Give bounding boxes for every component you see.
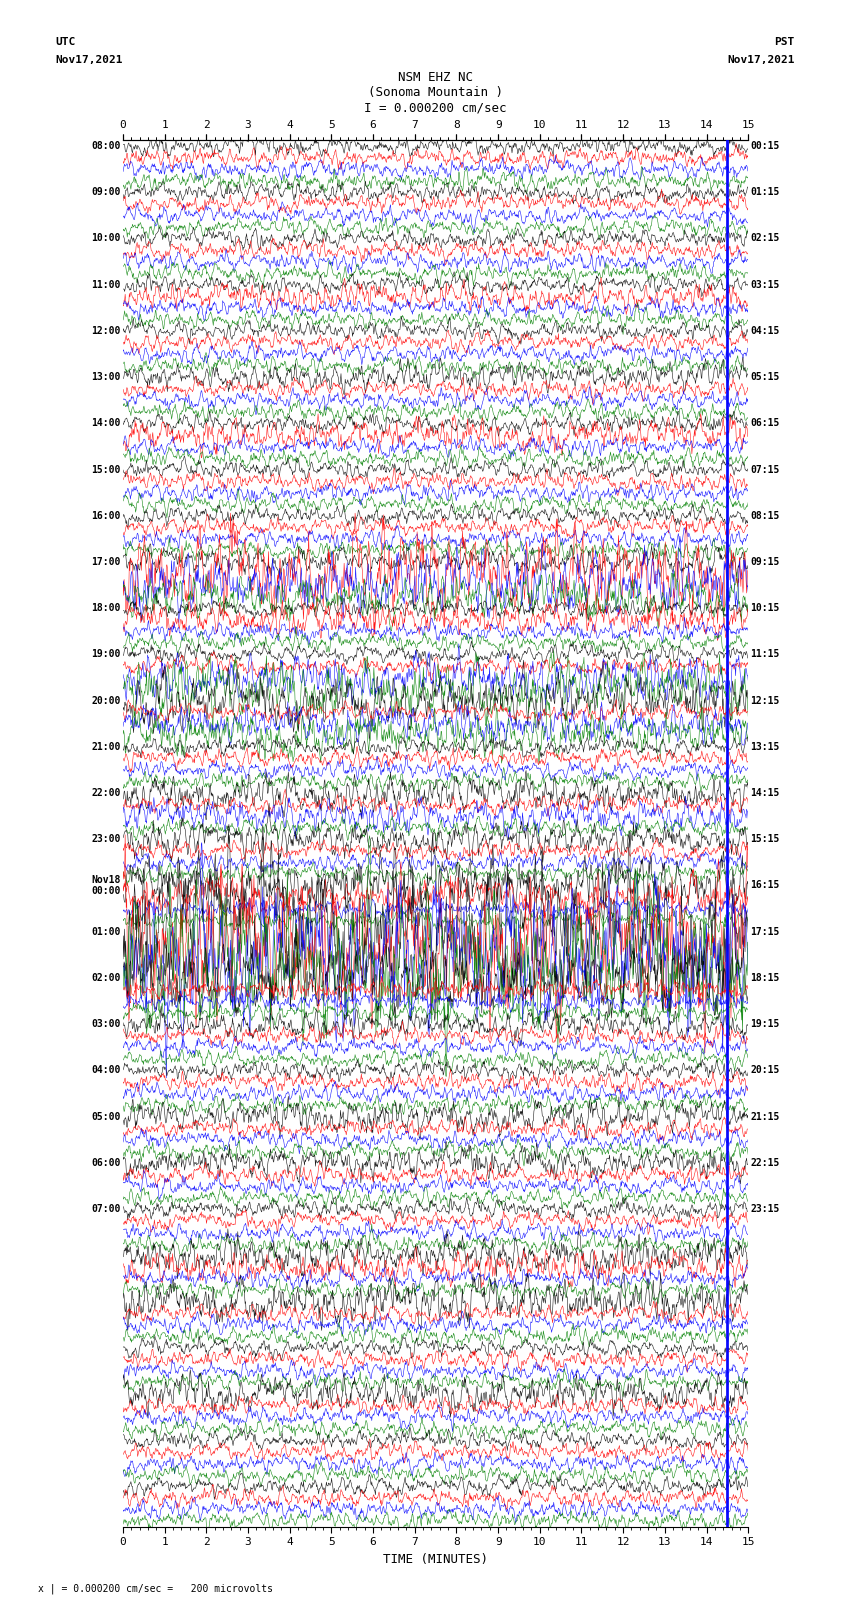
Text: 12:15: 12:15 bbox=[751, 695, 779, 705]
Text: 17:00: 17:00 bbox=[92, 556, 121, 566]
Text: 11:00: 11:00 bbox=[92, 279, 121, 290]
Text: 22:00: 22:00 bbox=[92, 789, 121, 798]
Text: 02:15: 02:15 bbox=[751, 234, 779, 244]
Text: 16:00: 16:00 bbox=[92, 511, 121, 521]
Text: 22:15: 22:15 bbox=[751, 1158, 779, 1168]
Text: 09:00: 09:00 bbox=[92, 187, 121, 197]
Text: 11:15: 11:15 bbox=[751, 650, 779, 660]
Text: 20:15: 20:15 bbox=[751, 1065, 779, 1076]
Text: UTC: UTC bbox=[55, 37, 76, 47]
Text: 15:15: 15:15 bbox=[751, 834, 779, 844]
Text: 08:00: 08:00 bbox=[92, 140, 121, 152]
Text: 21:15: 21:15 bbox=[751, 1111, 779, 1121]
Text: 21:00: 21:00 bbox=[92, 742, 121, 752]
Text: 16:15: 16:15 bbox=[751, 881, 779, 890]
Text: 06:00: 06:00 bbox=[92, 1158, 121, 1168]
Text: 05:15: 05:15 bbox=[751, 373, 779, 382]
Text: 00:15: 00:15 bbox=[751, 140, 779, 152]
Text: Nov17,2021: Nov17,2021 bbox=[55, 55, 122, 65]
Text: 14:15: 14:15 bbox=[751, 789, 779, 798]
Text: 15:00: 15:00 bbox=[92, 465, 121, 474]
Text: 18:15: 18:15 bbox=[751, 973, 779, 982]
Text: PST: PST bbox=[774, 37, 795, 47]
Text: 17:15: 17:15 bbox=[751, 927, 779, 937]
Text: 01:00: 01:00 bbox=[92, 927, 121, 937]
Text: x | = 0.000200 cm/sec =   200 microvolts: x | = 0.000200 cm/sec = 200 microvolts bbox=[38, 1582, 273, 1594]
Text: 03:15: 03:15 bbox=[751, 279, 779, 290]
Text: 13:15: 13:15 bbox=[751, 742, 779, 752]
Text: Nov17,2021: Nov17,2021 bbox=[728, 55, 795, 65]
Text: 09:15: 09:15 bbox=[751, 556, 779, 566]
Text: 19:00: 19:00 bbox=[92, 650, 121, 660]
Text: 03:00: 03:00 bbox=[92, 1019, 121, 1029]
Text: 07:00: 07:00 bbox=[92, 1203, 121, 1215]
Text: 19:15: 19:15 bbox=[751, 1019, 779, 1029]
Title: NSM EHZ NC
(Sonoma Mountain )
I = 0.000200 cm/sec: NSM EHZ NC (Sonoma Mountain ) I = 0.0002… bbox=[365, 71, 507, 115]
Text: 12:00: 12:00 bbox=[92, 326, 121, 336]
Text: 08:15: 08:15 bbox=[751, 511, 779, 521]
X-axis label: TIME (MINUTES): TIME (MINUTES) bbox=[383, 1553, 488, 1566]
Text: 13:00: 13:00 bbox=[92, 373, 121, 382]
Text: 04:15: 04:15 bbox=[751, 326, 779, 336]
Text: 23:00: 23:00 bbox=[92, 834, 121, 844]
Text: 05:00: 05:00 bbox=[92, 1111, 121, 1121]
Text: 20:00: 20:00 bbox=[92, 695, 121, 705]
Text: 01:15: 01:15 bbox=[751, 187, 779, 197]
Text: Nov18
00:00: Nov18 00:00 bbox=[92, 874, 121, 897]
Text: 04:00: 04:00 bbox=[92, 1065, 121, 1076]
Text: 14:00: 14:00 bbox=[92, 418, 121, 429]
Text: 07:15: 07:15 bbox=[751, 465, 779, 474]
Text: 02:00: 02:00 bbox=[92, 973, 121, 982]
Text: 23:15: 23:15 bbox=[751, 1203, 779, 1215]
Text: 18:00: 18:00 bbox=[92, 603, 121, 613]
Text: 10:00: 10:00 bbox=[92, 234, 121, 244]
Text: 06:15: 06:15 bbox=[751, 418, 779, 429]
Text: 10:15: 10:15 bbox=[751, 603, 779, 613]
